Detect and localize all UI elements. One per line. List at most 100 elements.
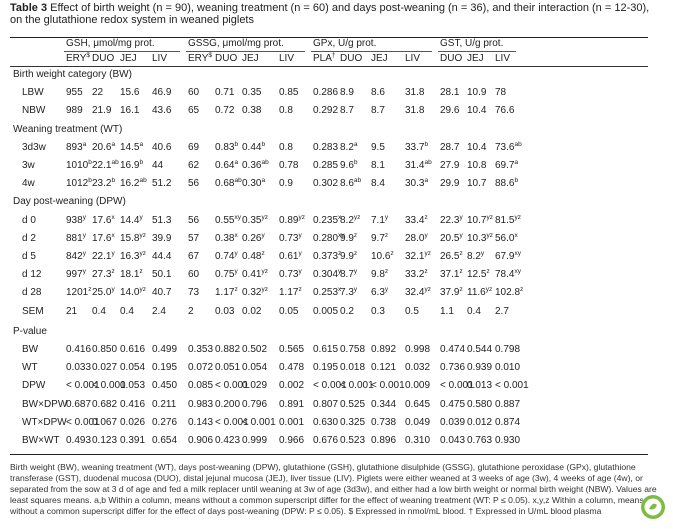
table-cell: 0.26y [242,231,265,244]
row-label: 3w [22,160,35,171]
table-bottom-rule [10,454,648,456]
table-cell: 33.7b [405,140,429,153]
table-cell: 0.026 [120,416,146,428]
row-label: d 28 [22,287,42,299]
table-cell: 62 [188,160,200,171]
table-cell: 9.6b [340,159,358,171]
table-cell: 0.580 [467,398,493,410]
table-cell: < 0.001 [215,416,249,428]
column-header: JEJ [120,53,137,64]
table-cell: 0.44b [242,140,266,153]
table-cell: 7.3y [340,286,358,299]
table-cell: 0.616 [120,344,146,355]
column-header: DUO [215,53,238,64]
table-cell: 0.416 [66,344,92,355]
table-cell: 0.891 [279,398,305,410]
table-cell: 0.493 [66,435,92,446]
table-cell: 9.9z [340,250,358,262]
table-cell: 27.3z [92,268,115,281]
table-cell: 10.8 [467,160,487,171]
table-cell: < 0.001 [242,416,276,428]
table-cell: 0.310 [405,435,431,446]
table-cell: 20.5y [440,231,463,244]
table-cell: 9.8z [371,268,389,281]
table-cell: 0.887 [495,398,521,410]
table-cell: 8.4 [371,178,385,190]
table-cell: 69.7a [495,159,519,171]
row-label: d 5 [22,251,36,262]
table-cell: 29.9 [440,178,460,190]
table-cell: 67 [188,251,200,262]
table-cell: 0.55xy [215,213,241,226]
table-cell: 0.195 [313,362,339,374]
table-cell: 28.1 [440,87,460,99]
table-cell: 0.78 [279,160,299,171]
table-cell: 0.73y [279,231,302,244]
table-cell: 0.676 [313,435,339,446]
table-cell: 0.051 [215,362,241,374]
table-cell: 0.892 [371,344,397,355]
row-label: WT×DPW [22,416,67,428]
table-cell: 0.499 [152,344,178,355]
column-group-header: GST, U/g prot. [440,38,504,49]
table-cell: 0.998 [405,344,431,355]
table-cell: 0.38x [215,231,238,244]
column-group-header: GSSG, μmol/mg prot. [188,38,284,49]
table-cell: 0.05 [279,305,299,317]
table-cell: < 0.001 [215,380,249,392]
column-group-rule [186,51,305,52]
table-cell: 23.2b [92,177,116,190]
table-cell: 0.523 [340,435,366,446]
table-cell: 14.4y [120,213,143,226]
table-cell: < 0.001 [495,380,529,392]
table-cell: 17.6x [92,213,115,226]
table-cell: 0.2 [340,305,354,317]
table-cell: 18.1z [120,268,143,281]
table-cell: 0.38 [242,105,262,117]
table-cell: 0.83b [215,140,239,153]
table-cell: 0.807 [313,398,339,410]
table-cell: 0.882 [215,344,241,355]
table-cell: 76.6 [495,105,515,117]
column-header: LIV [152,53,168,64]
row-label: d 12 [22,269,42,281]
table-cell: 997y [66,268,86,281]
table-cell: 22.1y [92,250,115,262]
table-cell: 0.30a [242,177,266,190]
table-cell: 31.8 [405,105,425,117]
table-cell: 0.48z [242,250,265,262]
table-cell: 33.4z [405,213,428,226]
row-label: LBW [22,87,44,99]
table-label: Table 3 [10,2,48,14]
table-cell: 17.6x [92,231,115,244]
table-cell: 0.033 [66,362,92,374]
table-cell: 0.32yz [242,286,268,299]
table-cell: 73.6ab [495,140,522,153]
table-cell: 0.8 [279,105,293,117]
table-cell: 16.9b [120,159,144,171]
table-cell: 0.195 [152,362,178,374]
table-cell: 25.0y [92,286,115,299]
table-cell: 51.3 [152,214,172,226]
row-label: d 2 [22,232,36,244]
table-cell: 8.6 [371,87,385,99]
table-cell: 955 [66,87,83,99]
table-cell: 8.2a [340,140,358,153]
table-cell: 0.373z [313,250,342,262]
table-cell: 78.4xy [495,268,521,281]
column-header: LIV [279,53,295,64]
table-cell: 0.450 [152,380,178,392]
table-cell: 43.6 [152,105,172,117]
table-cell: 0.796 [242,398,268,410]
table-cell: 0.850 [92,344,118,355]
table-cell: 32.4yz [405,286,431,299]
table-cell: 0.615 [313,344,339,355]
table-cell: 0.798 [495,344,521,355]
table-cell: 8.1 [371,160,385,171]
table-cell: 37.1z [440,268,463,281]
table-cell: 51.2 [152,178,172,190]
table-cell: 10.3yz [467,231,493,244]
table-cell: 73 [188,287,200,299]
table-caption: Table 3 Effect of birth weight (n = 90),… [10,2,650,26]
table-cell: 39.9 [152,232,172,244]
